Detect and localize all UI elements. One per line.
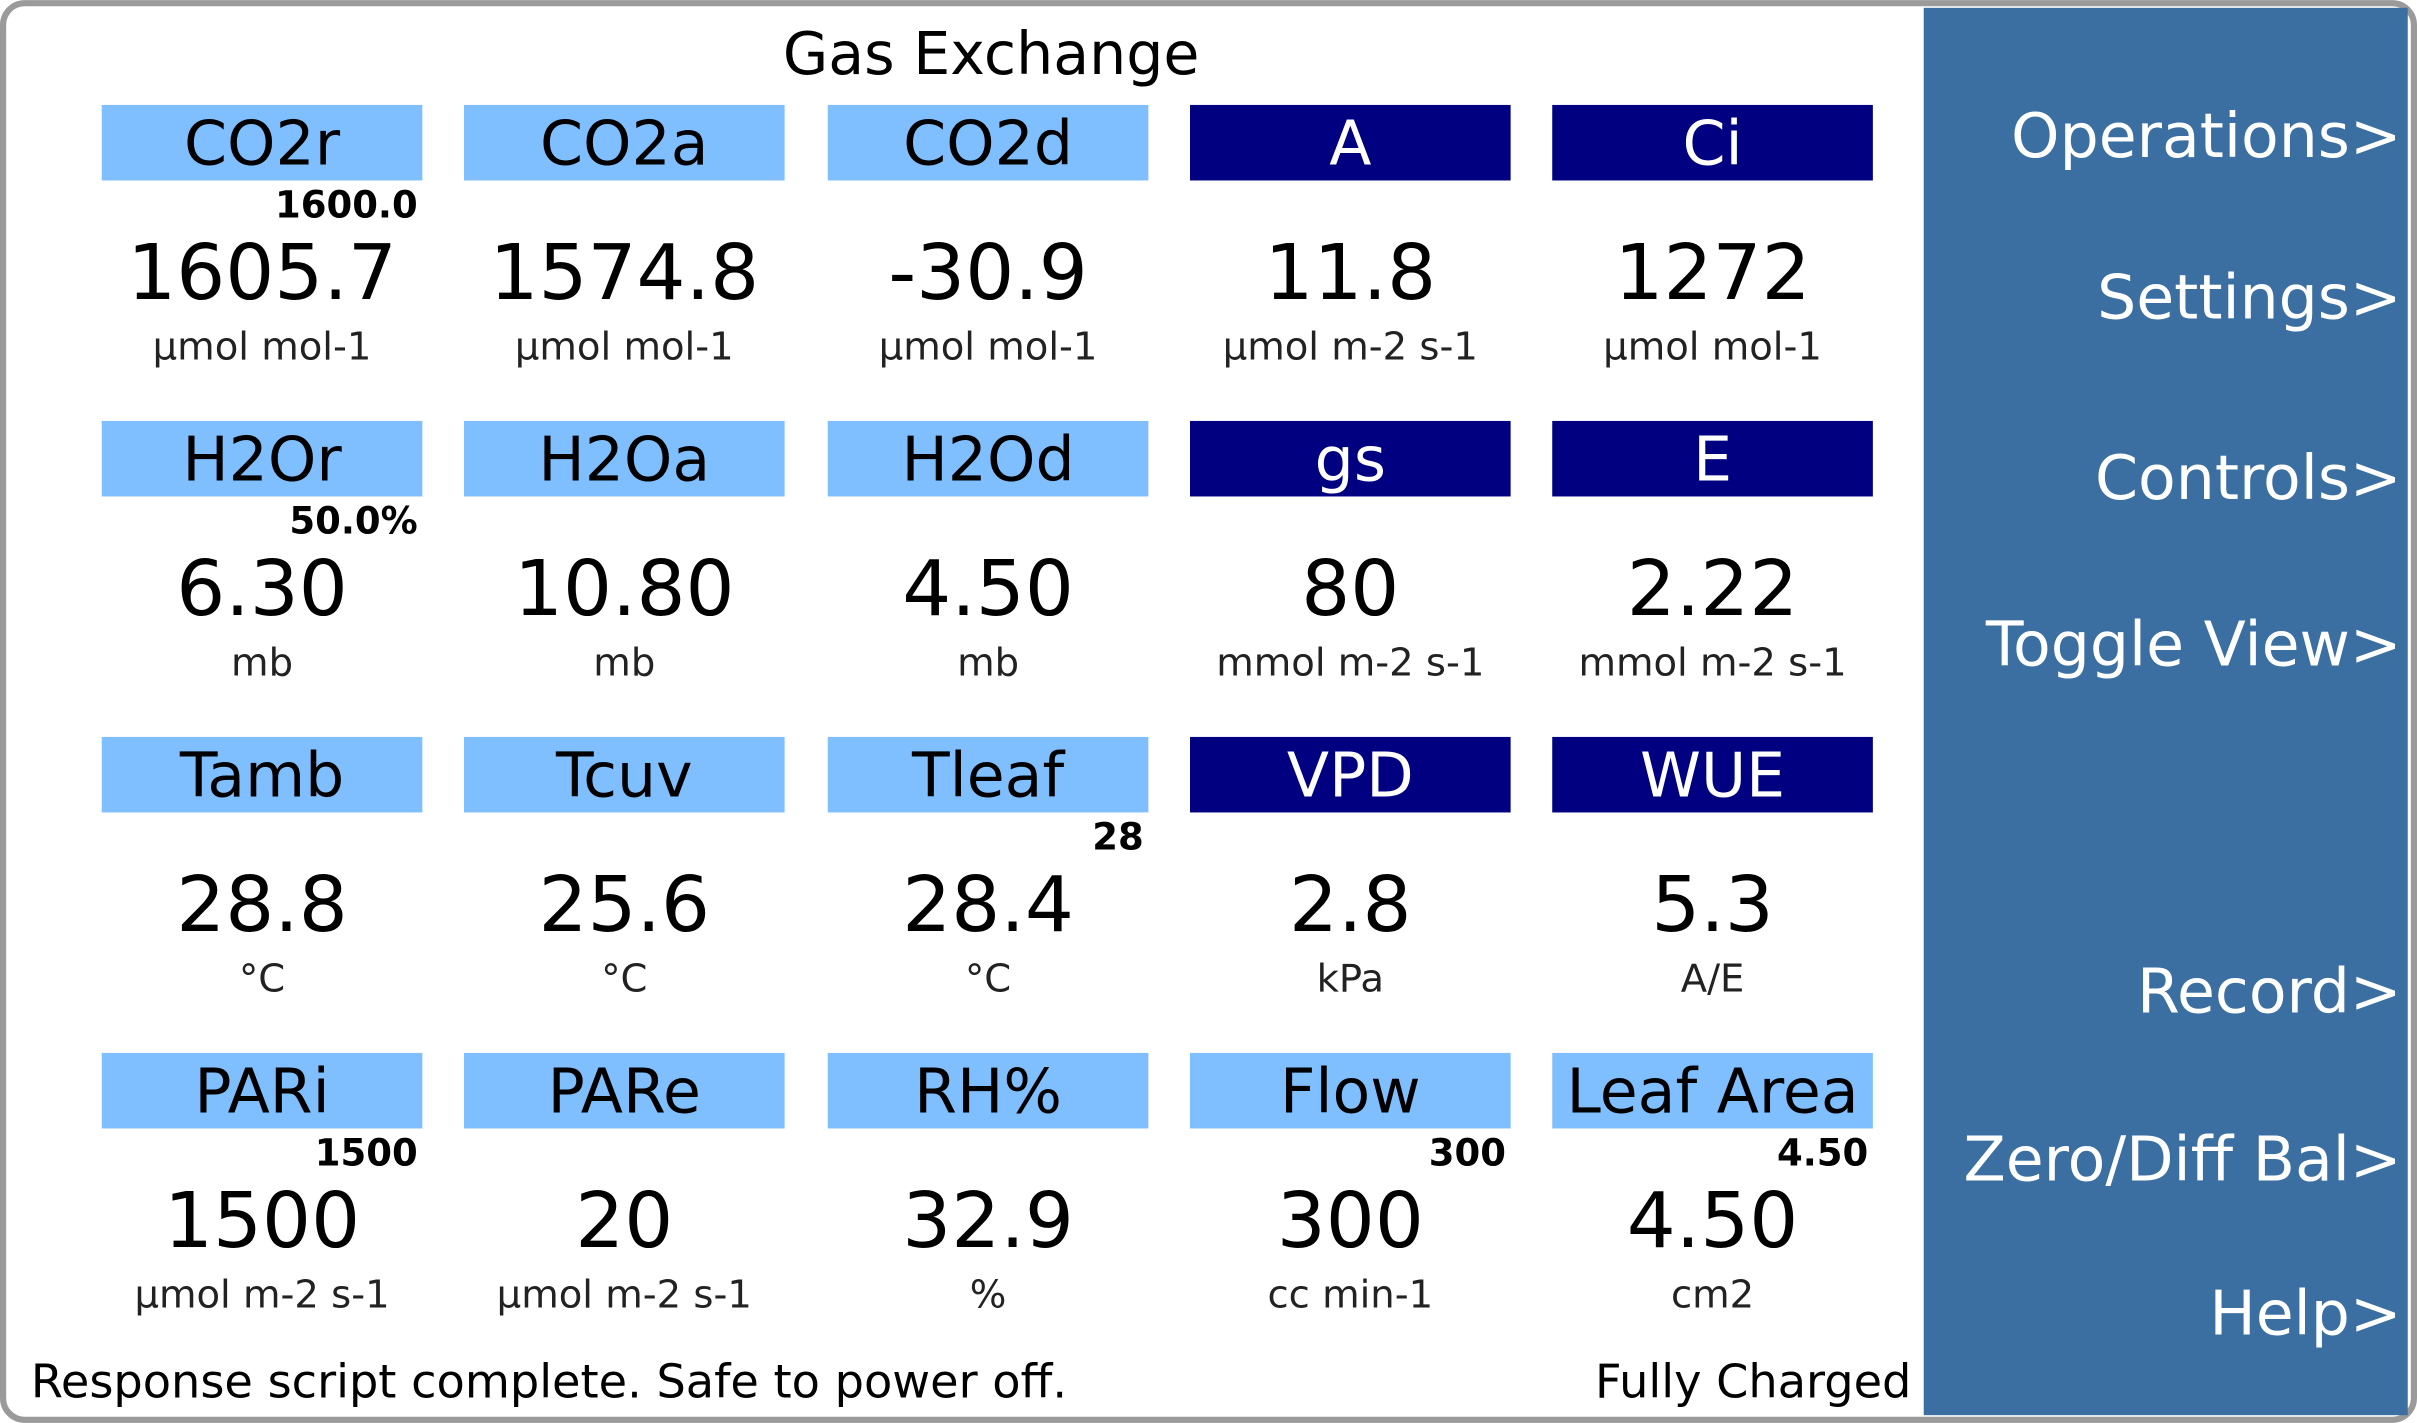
setpoint: 1500 xyxy=(315,1132,418,1175)
parameter-label: Tleaf xyxy=(911,739,1065,811)
parameter-label: Tcuv xyxy=(555,739,693,811)
parameter-header[interactable] xyxy=(463,420,785,497)
parameter-label: E xyxy=(1693,423,1732,495)
parameter-label: gs xyxy=(1315,423,1386,495)
parameter-unit: mmol m-2 s-1 xyxy=(1216,640,1484,685)
parameter-unit: °C xyxy=(601,956,647,1001)
parameter-unit: µmol m-2 s-1 xyxy=(1223,324,1478,369)
parameter-header[interactable] xyxy=(463,1052,785,1129)
parameter-header[interactable] xyxy=(1552,1052,1873,1129)
parameter-unit: % xyxy=(970,1272,1007,1317)
parameter-header[interactable] xyxy=(1552,104,1873,181)
parameter-value: 32.9 xyxy=(902,1176,1074,1266)
menu-item[interactable]: Zero/Diff Bal> xyxy=(1963,1123,2401,1195)
setpoint: 1600.0 xyxy=(275,184,418,227)
setpoint: 300 xyxy=(1429,1132,1506,1175)
menu-item[interactable]: Toggle View> xyxy=(1985,608,2402,680)
parameter-header[interactable] xyxy=(101,420,423,497)
menu-item[interactable]: Settings> xyxy=(2097,262,2401,334)
parameter-unit: °C xyxy=(965,956,1011,1001)
parameter-header[interactable] xyxy=(827,104,1149,181)
parameter-value: 10.80 xyxy=(514,544,735,634)
parameter-header[interactable] xyxy=(463,736,785,813)
parameter-label: Flow xyxy=(1280,1055,1421,1127)
parameter-value: 4.50 xyxy=(1627,1176,1799,1266)
setpoint: 28 xyxy=(1092,816,1143,859)
parameter-label: H2Od xyxy=(901,423,1074,495)
parameter-label: WUE xyxy=(1640,739,1785,811)
parameter-value: 2.8 xyxy=(1289,860,1412,950)
parameter-value: 4.50 xyxy=(902,544,1074,634)
parameter-value: 28.8 xyxy=(176,860,348,950)
parameter-label: H2Oa xyxy=(538,423,710,495)
parameter-value: 6.30 xyxy=(176,544,348,634)
menu-item[interactable]: Help> xyxy=(2209,1277,2401,1349)
parameter-value: 20 xyxy=(575,1176,673,1266)
parameter-value: 5.3 xyxy=(1651,860,1774,950)
parameter-value: 300 xyxy=(1277,1176,1424,1266)
parameter-value: 25.6 xyxy=(538,860,710,950)
battery-status: Fully Charged xyxy=(1595,1354,1911,1408)
parameter-unit: µmol mol-1 xyxy=(879,324,1098,369)
parameter-unit: µmol m-2 s-1 xyxy=(134,1272,389,1317)
parameter-value: -30.9 xyxy=(888,228,1087,318)
parameter-header[interactable] xyxy=(1552,736,1873,813)
parameter-header[interactable] xyxy=(101,736,423,813)
parameter-label: Tamb xyxy=(179,739,344,811)
parameter-label: RH% xyxy=(914,1055,1062,1127)
parameter-value: 1574.8 xyxy=(489,228,759,318)
parameter-header[interactable] xyxy=(1190,420,1511,497)
parameter-header[interactable] xyxy=(827,736,1149,813)
parameter-label: CO2a xyxy=(540,107,709,179)
parameter-unit: kPa xyxy=(1317,956,1384,1001)
parameter-value: 28.4 xyxy=(902,860,1074,950)
parameter-value: 1605.7 xyxy=(127,228,397,318)
menu-item[interactable]: Controls> xyxy=(2095,442,2402,514)
parameter-label: PARe xyxy=(548,1055,701,1127)
parameter-unit: µmol mol-1 xyxy=(1603,324,1822,369)
parameter-unit: µmol mol-1 xyxy=(153,324,372,369)
parameter-unit: A/E xyxy=(1681,956,1745,1001)
parameter-unit: mb xyxy=(231,640,293,685)
parameter-unit: µmol m-2 s-1 xyxy=(497,1272,752,1317)
parameter-value: 11.8 xyxy=(1265,228,1437,318)
parameter-unit: °C xyxy=(239,956,285,1001)
menu-item[interactable]: Operations> xyxy=(2011,100,2402,172)
parameter-value: 80 xyxy=(1301,544,1399,634)
parameter-label: CO2d xyxy=(903,107,1073,179)
parameter-unit: cm2 xyxy=(1671,1272,1754,1317)
parameter-header[interactable] xyxy=(827,1052,1149,1129)
parameter-label: PARi xyxy=(194,1055,329,1127)
parameter-value: 1272 xyxy=(1614,228,1810,318)
title: Gas Exchange xyxy=(783,20,1200,88)
parameter-label: VPD xyxy=(1287,739,1414,811)
parameter-label: Ci xyxy=(1682,107,1742,179)
parameter-unit: cc min-1 xyxy=(1267,1272,1433,1317)
parameter-unit: mmol m-2 s-1 xyxy=(1578,640,1846,685)
parameter-header[interactable] xyxy=(827,420,1149,497)
parameter-unit: µmol mol-1 xyxy=(515,324,734,369)
parameter-header[interactable] xyxy=(101,1052,423,1129)
menu-panel xyxy=(1923,7,2408,1416)
parameter-value: 2.22 xyxy=(1627,544,1799,634)
parameter-unit: mb xyxy=(957,640,1019,685)
setpoint: 4.50 xyxy=(1777,1132,1868,1175)
parameter-header[interactable] xyxy=(101,104,423,181)
parameter-value: 1500 xyxy=(164,1176,360,1266)
parameter-label: Leaf Area xyxy=(1567,1055,1859,1127)
parameter-header[interactable] xyxy=(1190,104,1511,181)
parameter-label: A xyxy=(1329,107,1371,179)
parameter-unit: mb xyxy=(593,640,655,685)
parameter-label: H2Or xyxy=(182,423,342,495)
setpoint: 50.0% xyxy=(289,500,417,543)
parameter-header[interactable] xyxy=(1190,1052,1511,1129)
parameter-label: CO2r xyxy=(184,107,341,179)
parameter-header[interactable] xyxy=(1552,420,1873,497)
menu-item[interactable]: Record> xyxy=(2137,955,2402,1027)
parameter-header[interactable] xyxy=(463,104,785,181)
parameter-header[interactable] xyxy=(1190,736,1511,813)
status-message: Response script complete. Safe to power … xyxy=(31,1354,1067,1408)
